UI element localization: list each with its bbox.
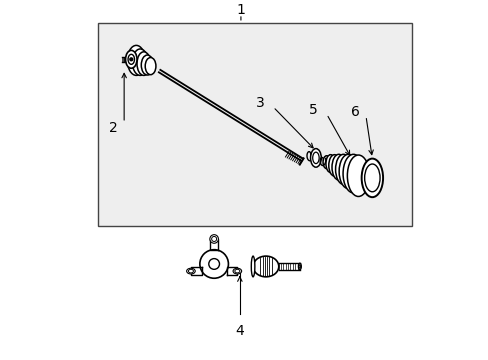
Ellipse shape [310,149,321,167]
Circle shape [200,250,228,278]
Ellipse shape [253,256,278,277]
Ellipse shape [145,58,156,75]
Ellipse shape [339,154,357,189]
Ellipse shape [331,154,345,180]
Ellipse shape [233,268,241,274]
Circle shape [208,258,219,269]
Ellipse shape [335,154,350,184]
Text: 5: 5 [308,103,317,117]
Ellipse shape [209,235,218,243]
Ellipse shape [186,268,195,274]
Text: 6: 6 [350,105,359,119]
Ellipse shape [234,269,240,273]
Ellipse shape [132,49,148,75]
Text: 2: 2 [109,121,118,135]
Text: 4: 4 [235,324,244,338]
Ellipse shape [328,155,340,176]
Ellipse shape [298,263,301,270]
Ellipse shape [127,45,145,75]
Ellipse shape [364,164,379,192]
Ellipse shape [141,55,153,75]
Text: 1: 1 [236,3,245,17]
Ellipse shape [128,54,134,64]
Ellipse shape [188,269,193,273]
Circle shape [130,58,132,61]
Ellipse shape [125,50,137,68]
Ellipse shape [325,155,335,172]
Text: 3: 3 [256,96,264,110]
Ellipse shape [361,159,382,197]
Ellipse shape [299,265,300,268]
Ellipse shape [211,237,216,242]
Ellipse shape [312,152,319,163]
Ellipse shape [251,256,254,277]
Ellipse shape [343,154,363,193]
Ellipse shape [137,52,150,75]
Bar [98,23,411,226]
Ellipse shape [346,155,369,197]
Ellipse shape [323,156,329,168]
